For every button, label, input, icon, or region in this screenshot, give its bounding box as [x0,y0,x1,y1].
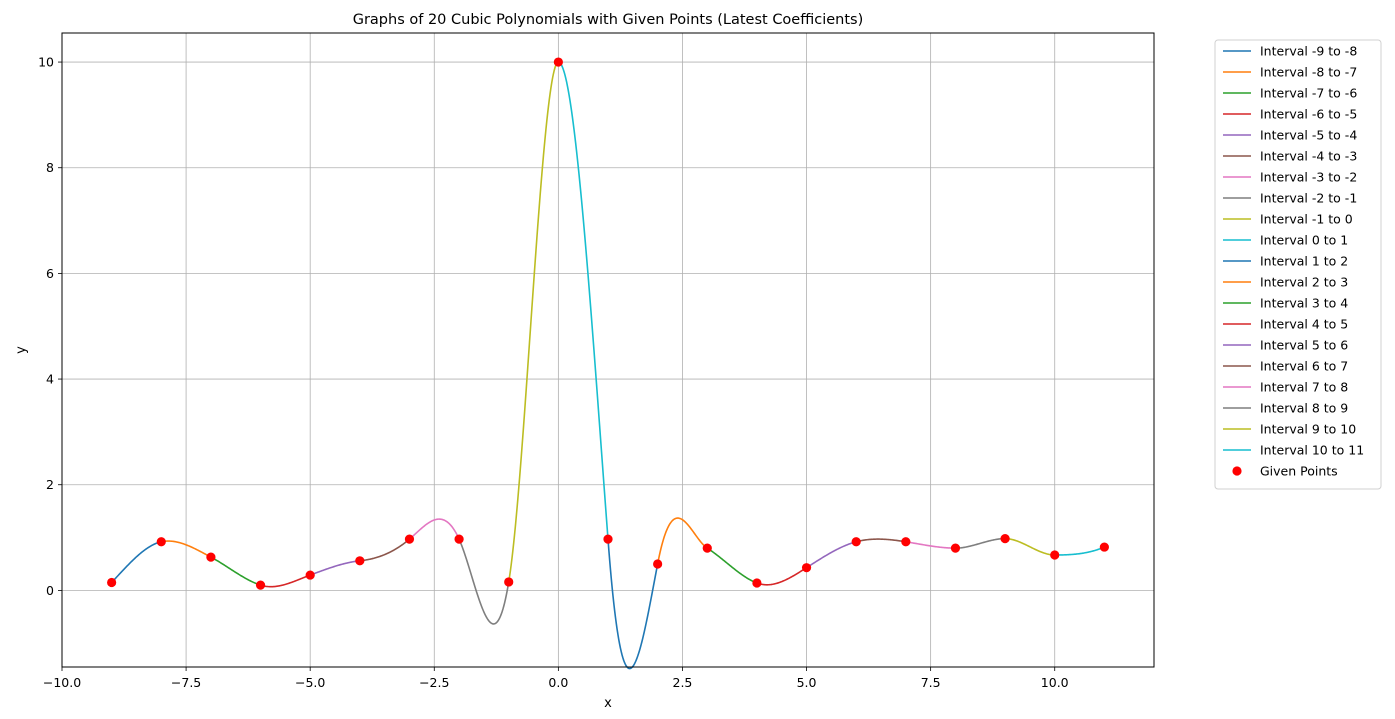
series-line [855,538,906,543]
series-line [905,540,956,549]
legend: Interval -9 to -8 Interval -8 to -7 Interv… [1214,39,1382,490]
legend-label: Interval -4 to -3 [1260,149,1357,164]
given-point [1050,550,1060,560]
grid [61,33,1154,667]
legend-label: Interval 1 to 2 [1260,254,1348,269]
given-point [1000,534,1010,544]
given-point [454,534,464,544]
series-line [1054,546,1105,556]
y-tick-label: 4 [46,372,54,387]
y-axis-label: y [14,346,29,354]
x-tick-label: −5.0 [295,675,325,690]
legend-label: Interval -2 to -1 [1260,191,1357,206]
x-tick-label: 0.0 [548,675,568,690]
series-line [161,540,212,558]
legend-label: Interval 10 to 11 [1260,443,1364,458]
x-tick-label: 10.0 [1041,675,1069,690]
series-line [806,541,857,569]
legend-label: Interval 2 to 3 [1260,275,1348,290]
legend-label: Interval -6 to -5 [1260,107,1357,122]
y-axis-ticks: 0 2 4 6 8 10 [38,55,62,598]
legend-label: Interval 6 to 7 [1260,359,1348,374]
given-point [1099,542,1109,552]
series-line [111,541,162,584]
given-point [603,534,613,544]
series-line [260,574,311,588]
given-point [206,552,216,562]
series-line [359,538,410,562]
given-point [950,543,961,553]
legend-label: Interval -9 to -8 [1260,44,1357,59]
given-point [901,537,911,547]
given-point [504,577,514,587]
legend-label: Interval 0 to 1 [1260,233,1348,248]
given-point [404,534,415,544]
y-tick-label: 10 [38,55,54,70]
legend-label: Interval -3 to -2 [1260,170,1357,185]
legend-label: Interval 4 to 5 [1260,317,1348,332]
series-line [955,537,1006,549]
legend-label: Interval -7 to -6 [1260,86,1357,101]
given-point [553,57,563,67]
legend-label: Interval 5 to 6 [1260,338,1348,353]
x-tick-label: −2.5 [419,675,449,690]
series-line [558,61,609,540]
x-tick-label: −7.5 [171,675,201,690]
given-point [255,580,266,590]
given-point [752,578,762,588]
y-tick-label: 8 [46,160,54,175]
plot-frame [61,32,1155,668]
series-line [1005,537,1055,556]
x-axis-ticks: −10.0 −7.5 −5.0 −2.5 0.0 2.5 5.0 7.5 10.0 [43,667,1069,690]
legend-label: Given Points [1260,464,1338,479]
given-points [107,57,1109,590]
series-line [756,566,807,586]
chart-title: Graphs of 20 Cubic Polynomials with Give… [353,12,864,28]
given-point [851,537,861,547]
series-line [210,556,261,586]
given-point [156,537,166,547]
legend-label: Interval 3 to 4 [1260,296,1348,311]
series-line [656,517,708,565]
y-tick-label: 2 [46,477,54,492]
series-line [309,560,360,576]
given-point [355,556,365,566]
x-tick-label: −10.0 [43,675,81,690]
series-line [607,539,659,670]
given-point [702,543,712,553]
legend-label: Interval 8 to 9 [1260,401,1348,416]
x-tick-label: 5.0 [797,675,817,690]
given-point [801,563,812,573]
curves [111,61,1105,670]
legend-point-marker [1232,466,1242,476]
x-axis-label: x [604,696,612,711]
given-point [653,559,663,569]
y-tick-label: 0 [46,583,54,598]
series-line [408,518,460,540]
given-point [305,570,315,580]
given-point [107,577,117,588]
legend-label: Interval 9 to 10 [1260,422,1356,437]
series-line [507,61,559,583]
legend-box [1214,39,1382,490]
series-line [458,538,510,625]
legend-label: Interval -1 to 0 [1260,212,1353,227]
series-line [706,547,758,584]
legend-label: Interval -5 to -4 [1260,128,1357,143]
legend-label: Interval 7 to 8 [1260,380,1348,395]
x-tick-label: 2.5 [673,675,693,690]
x-tick-label: 7.5 [921,675,941,690]
y-tick-label: 6 [46,266,54,281]
legend-label: Interval -8 to -7 [1260,65,1357,80]
